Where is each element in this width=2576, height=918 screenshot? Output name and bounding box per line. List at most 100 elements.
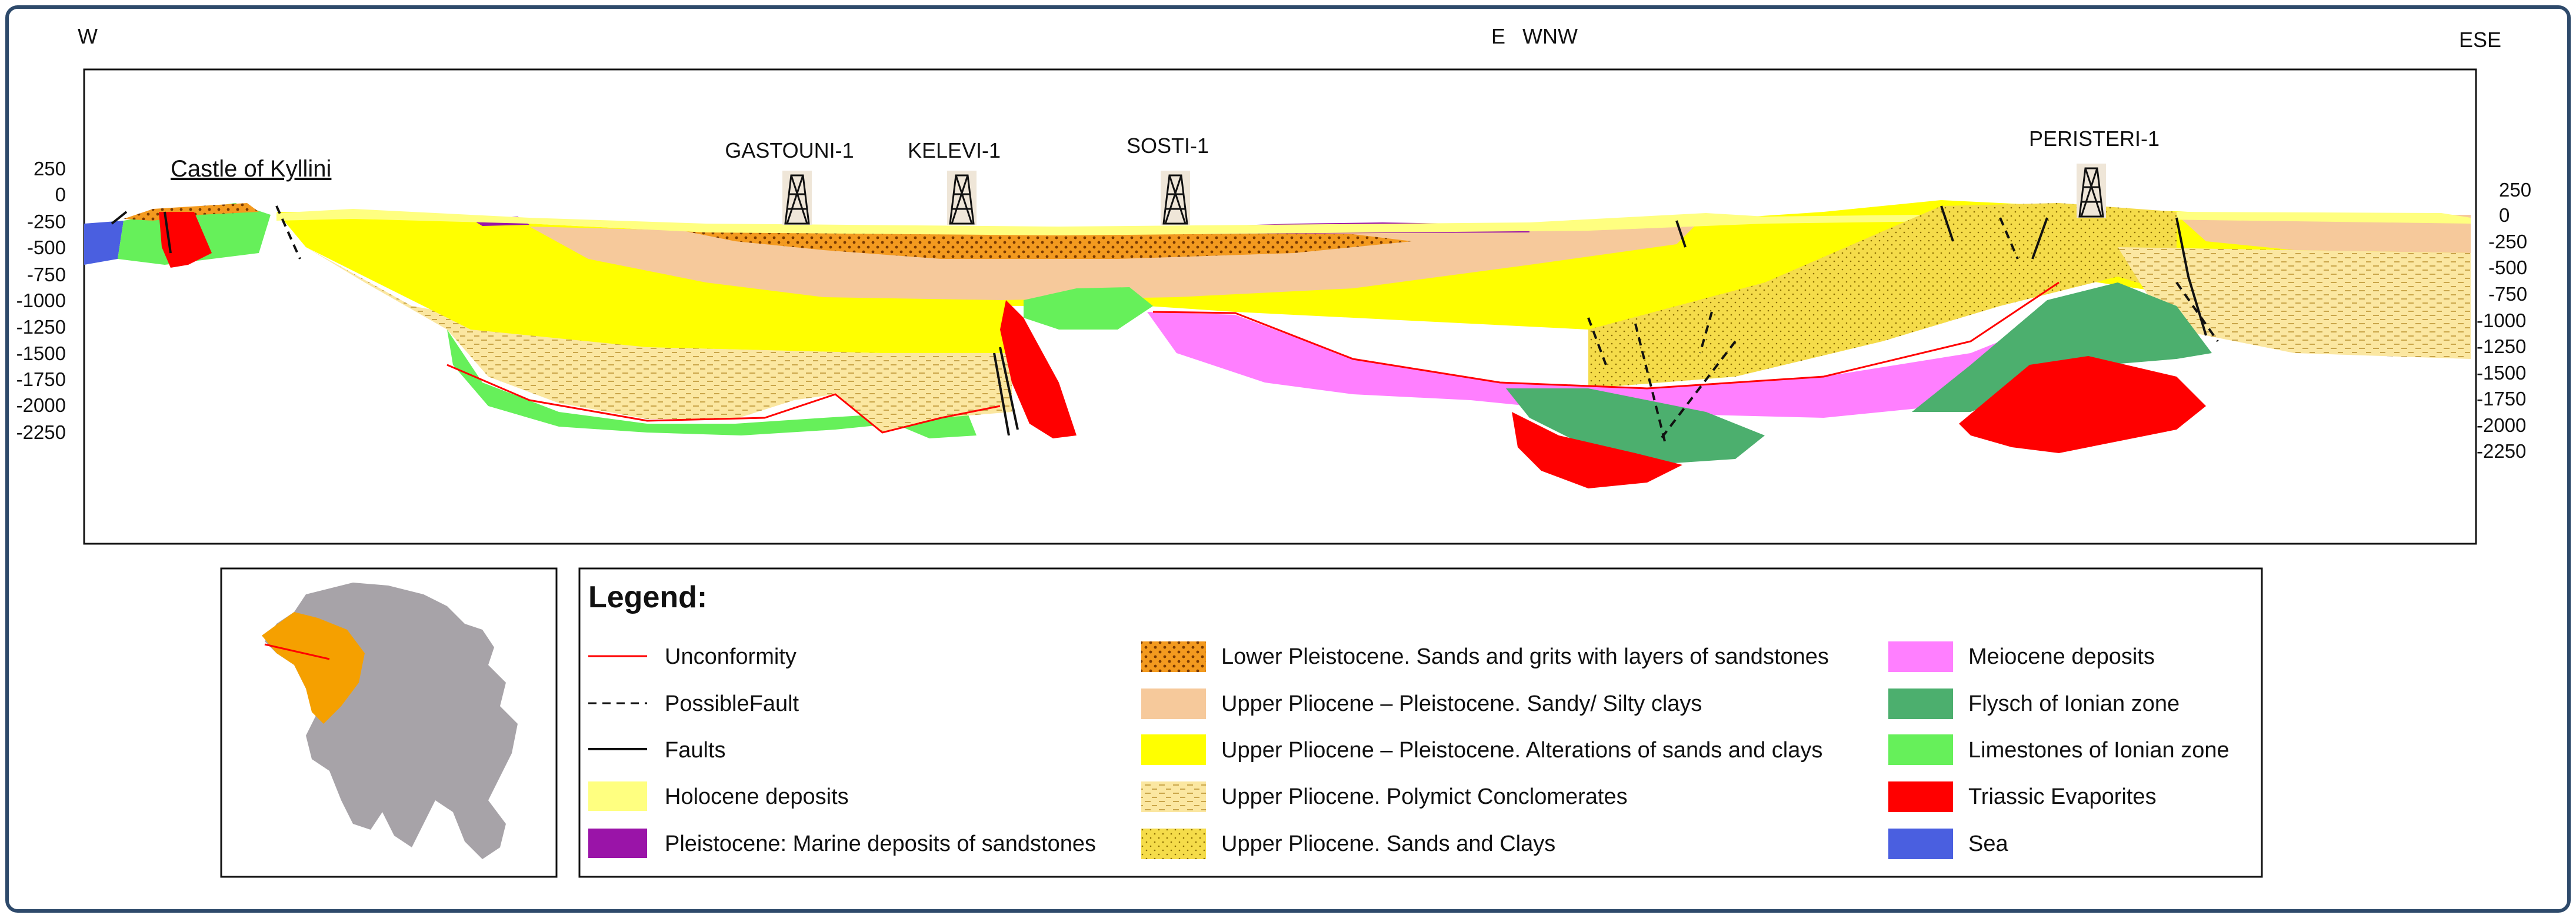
right-tick-label: 250 (2499, 179, 2531, 201)
legend-label: Pleistocene: Marine deposits of sandston… (665, 831, 1096, 856)
unconformity-line-west (446, 364, 1001, 434)
ese-label: ESE (2459, 28, 2501, 52)
fault-line (1675, 220, 1687, 248)
sandy-silty-clays-east (2177, 215, 2471, 253)
legend-swatch-sands-and-clays (1141, 829, 1206, 859)
left-tick-label: -1000 (16, 290, 66, 311)
legend-swatch-evaporites (1888, 781, 1953, 812)
legend-label: Upper Pliocene – Pleistocene. Alteration… (1221, 738, 1822, 763)
conglomerate-west-basin (276, 230, 1012, 433)
well-derrick-icon (947, 171, 977, 225)
legend-swatch-limestones (1888, 734, 1953, 765)
legend-label: Holocene deposits (665, 784, 849, 809)
legend-label: Flysch of Ionian zone (1968, 691, 2180, 716)
meiocene-deposits (1147, 312, 2059, 418)
flysch-center (1506, 388, 1765, 465)
evaporites-east (1959, 356, 2206, 453)
legend-label: Sea (1968, 831, 2008, 856)
lower-pleistocene-sands (677, 230, 1412, 259)
unconformity-line-center (1152, 281, 2060, 390)
well-label: KELEVI-1 (908, 138, 1001, 162)
legend-swatch-meiocene (1888, 641, 1953, 672)
fault-line (1940, 205, 1954, 242)
left-tick-label: 250 (34, 158, 66, 179)
legend-swatch-conglomerates (1141, 781, 1206, 812)
well-kelevi: KELEVI-1 (908, 138, 1001, 225)
left-tick-label: -2000 (16, 394, 66, 416)
legend-label: Triassic Evaporites (1968, 784, 2157, 809)
legend-label: Faults (665, 738, 725, 763)
left-tick-label: -2250 (16, 421, 66, 443)
left-tick-label: -750 (27, 264, 66, 285)
possible-fault-line (1999, 217, 2019, 260)
section-trace-line (264, 643, 330, 660)
legend-swatch-flysch (1888, 688, 1953, 719)
possible-fault-line (1634, 323, 1666, 442)
left-tick-label: -500 (27, 237, 66, 258)
well-peristeri: PERISTERI-1 (2029, 127, 2160, 218)
evaporites-west (159, 212, 212, 268)
east-label: E (1491, 24, 1505, 48)
right-tick-label: -2250 (2477, 440, 2526, 462)
left-tick-label: -1250 (16, 316, 66, 338)
legend-frame (578, 567, 2263, 878)
right-tick-label: -1750 (2477, 388, 2526, 410)
right-tick-label: -250 (2488, 231, 2527, 252)
limestone-center-knob (1024, 287, 1153, 330)
left-tick-label: 0 (55, 184, 66, 205)
flysch-east (1912, 282, 2212, 412)
fault-line (999, 347, 1019, 430)
legend-label: Upper Pliocene. Sands and Clays (1221, 831, 1555, 856)
well-label: GASTOUNI-1 (725, 138, 854, 162)
legend-swatch-holocene (588, 781, 647, 811)
left-tick-label: -250 (27, 211, 66, 232)
derrick-icon (1162, 174, 1188, 225)
legend-label: Upper Pliocene. Polymict Conclomerates (1221, 784, 1628, 809)
derrick-icon (949, 174, 975, 225)
well-derrick-icon (2077, 164, 2106, 218)
legend-label: Meiocene deposits (1968, 644, 2155, 669)
left-depth-axis: 250 0 -250 -500 -750 -1000 -1250 -1500 -… (16, 158, 66, 443)
well-gastouni: GASTOUNI-1 (725, 138, 854, 225)
conglomerate-east (2118, 247, 2471, 359)
west-label: W (78, 24, 98, 48)
derrick-icon (784, 174, 810, 225)
geological-layers (84, 200, 2471, 488)
legend-swatch-marine-sandstones (588, 829, 647, 858)
possible-fault-line (2175, 281, 2219, 342)
fault-line (164, 211, 172, 254)
derrick-icon (2078, 167, 2104, 218)
right-tick-label: -1250 (2477, 335, 2526, 357)
legend-swatch-sandy-silty-clays (1141, 688, 1206, 719)
legend-label: Unconformity (665, 644, 797, 669)
possible-fault-line (1658, 340, 1737, 443)
legend-label: Upper Pliocene – Pleistocene. Sandy/ Sil… (1221, 691, 1702, 716)
legend-label: Lower Pleistocene. Sands and grits with … (1221, 644, 1829, 669)
legend: Legend: Unconformity PossibleFault Fault… (578, 567, 2263, 878)
fault-line (2175, 217, 2207, 336)
well-derrick-icon (782, 171, 812, 225)
right-tick-label: -500 (2488, 257, 2527, 278)
right-tick-label: 0 (2499, 204, 2510, 226)
wnw-label: WNW (1522, 24, 1578, 48)
left-tick-label: -1500 (16, 342, 66, 364)
right-tick-label: -2000 (2477, 414, 2526, 436)
legend-label: Limestones of Ionian zone (1968, 738, 2230, 763)
well-label: SOSTI-1 (1127, 134, 1209, 158)
fault-line (2031, 217, 2048, 260)
location-map-inset (220, 567, 558, 878)
castle-label: Castle of Kyllini (171, 156, 331, 182)
study-area-highlight (262, 612, 365, 724)
well-derrick-icon (1161, 171, 1190, 225)
right-depth-axis: 250 0 -250 -500 -750 -1000 -1250 -1500 -… (2477, 179, 2531, 462)
possible-fault-line (275, 205, 301, 260)
right-tick-label: -750 (2488, 283, 2527, 305)
legend-title: Legend: (588, 580, 707, 614)
fault-line (111, 211, 128, 225)
fault-line (993, 352, 1010, 436)
legend-label: PossibleFault (665, 691, 799, 716)
legend-swatch-lower-pleistocene (1141, 641, 1206, 672)
left-tick-label: -1750 (16, 368, 66, 390)
well-label: PERISTERI-1 (2029, 127, 2160, 151)
